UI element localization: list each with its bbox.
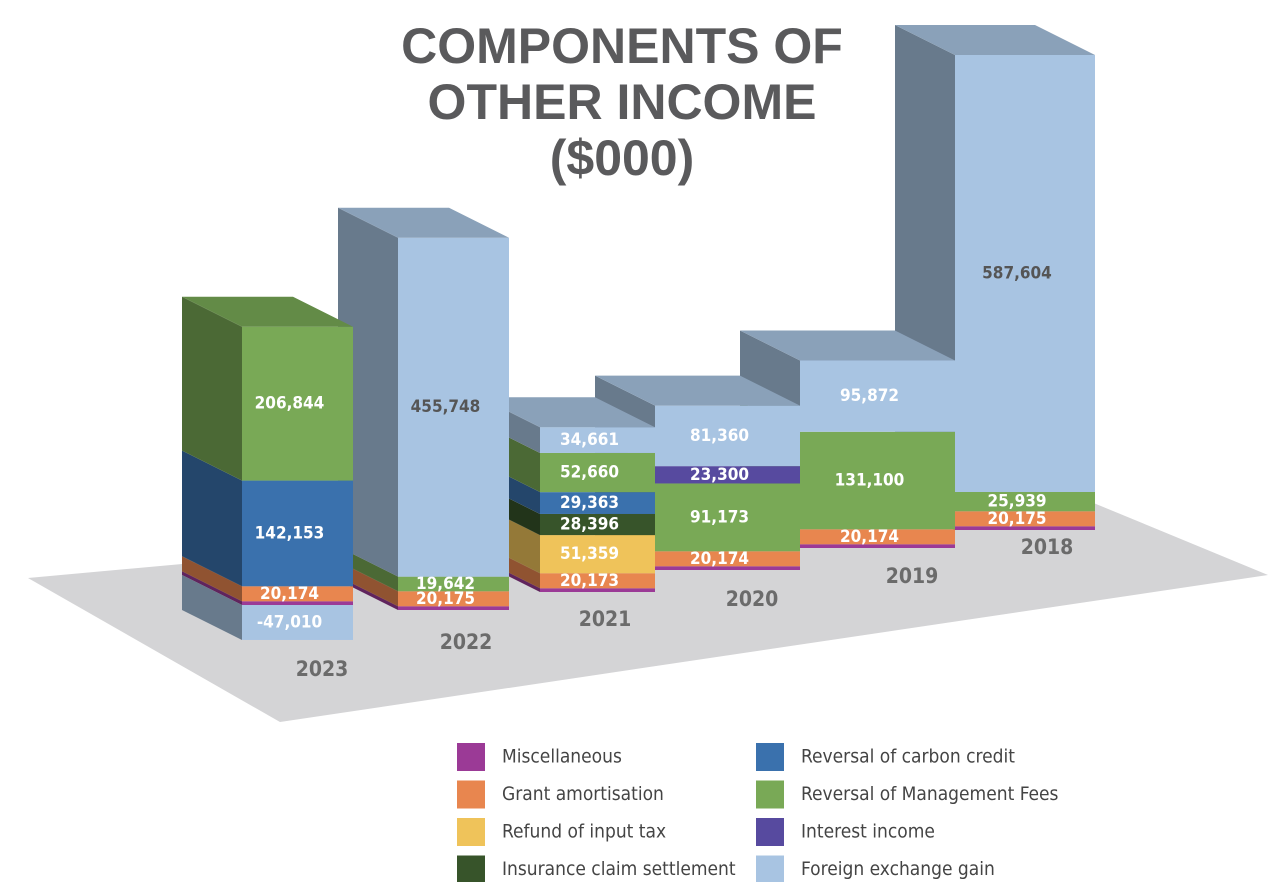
bar-segment [398,591,509,607]
data-label: 587,604 [982,263,1052,283]
data-label: 19,642 [416,574,475,594]
legend-label: Insurance claim settlement [502,858,736,880]
data-label: 20,173 [560,571,619,591]
data-label: 95,872 [840,386,899,406]
bar-segment [540,535,655,574]
data-label: 34,661 [560,430,619,450]
chart-title: COMPONENTS OF [401,18,843,74]
bar-segment [800,529,955,545]
data-label: 142,153 [255,523,325,543]
legend-swatch [756,818,784,846]
bar-segment [655,551,800,567]
chart-title: OTHER INCOME [428,74,817,130]
bar-segment [540,452,655,493]
legend-swatch [457,743,485,771]
bar-segment [955,491,1095,512]
chart-title: ($000) [550,130,695,186]
bar-segment [655,483,800,552]
bar-side [182,556,242,602]
floor [28,485,1268,722]
bar-segment [955,55,1095,492]
bar-segment [540,427,655,453]
bar-segment [655,405,800,467]
legend-label: Refund of input tax [502,821,666,843]
legend-swatch [756,743,784,771]
data-label: 131,100 [835,471,905,491]
data-label: 91,173 [690,507,749,527]
bar-side [182,450,242,587]
legend-swatch [457,780,485,809]
bar-segment [242,326,353,481]
bar-segment [242,605,353,640]
bar-top [895,25,1095,55]
bar-segment [540,573,655,589]
data-label: 52,660 [560,463,619,483]
data-label: -47,010 [257,612,322,632]
bars: 20,17525,939587,604201820,174131,10095,8… [182,25,1095,681]
data-label: 20,175 [987,509,1046,529]
x-tick-label: 2020 [726,587,779,611]
bar-segment [800,360,955,432]
bar-side [182,575,242,640]
data-label: 206,844 [255,394,325,414]
bar-top [480,397,655,428]
legend-label: Interest income [801,821,935,843]
data-label: 51,359 [560,544,619,564]
data-label: 20,174 [840,527,899,547]
bar-segment [955,511,1095,527]
bar-segment [242,480,353,587]
bar-side [182,571,242,605]
bar-side [182,296,242,481]
data-label: 20,175 [416,589,475,609]
x-tick-label: 2021 [579,607,632,631]
data-label: 29,363 [560,493,619,513]
legend-label: Foreign exchange gain [801,858,995,880]
data-label: 455,748 [411,397,481,417]
x-tick-label: 2018 [1021,535,1074,559]
x-tick-label: 2022 [440,630,493,654]
bar-segment [242,601,353,605]
x-tick-label: 2023 [296,657,349,681]
data-label: 20,174 [260,584,319,604]
legend-swatch [457,818,485,846]
data-label: 23,300 [690,465,749,485]
data-label: 20,174 [690,549,749,569]
legend-swatch [756,855,784,884]
legend: Miscellaneous Grant amortisation Refund of… [457,743,1059,884]
bar-segment [540,588,655,592]
bar-top [182,296,353,327]
legend-label: Grant amortisation [502,783,664,805]
bar-segment [655,566,800,570]
bar-segment [800,431,955,530]
bar-segment [655,466,800,484]
data-label: 81,360 [690,426,749,446]
bar-segment [242,586,353,602]
x-tick-label: 2019 [886,564,939,588]
bar-top [338,207,509,238]
bar-segment [398,606,509,610]
data-label: 25,939 [987,492,1046,512]
bar-segment [540,492,655,514]
bar-segment [540,513,655,536]
bar-segment [398,576,509,592]
bar-top [740,330,955,361]
bar-stack: 20,174 142,153 206,844 -47,010 2023 [182,296,353,681]
bar-segment [800,544,955,548]
legend-label: Miscellaneous [502,746,622,768]
bar-segment [955,526,1095,530]
bar-segment [398,237,509,577]
legend-swatch [457,855,485,884]
legend-label: Reversal of carbon credit [801,746,1015,768]
bar-top [595,375,800,406]
legend-label: Reversal of Management Fees [801,783,1059,805]
legend-swatch [756,780,784,809]
data-label: 28,396 [560,515,619,535]
